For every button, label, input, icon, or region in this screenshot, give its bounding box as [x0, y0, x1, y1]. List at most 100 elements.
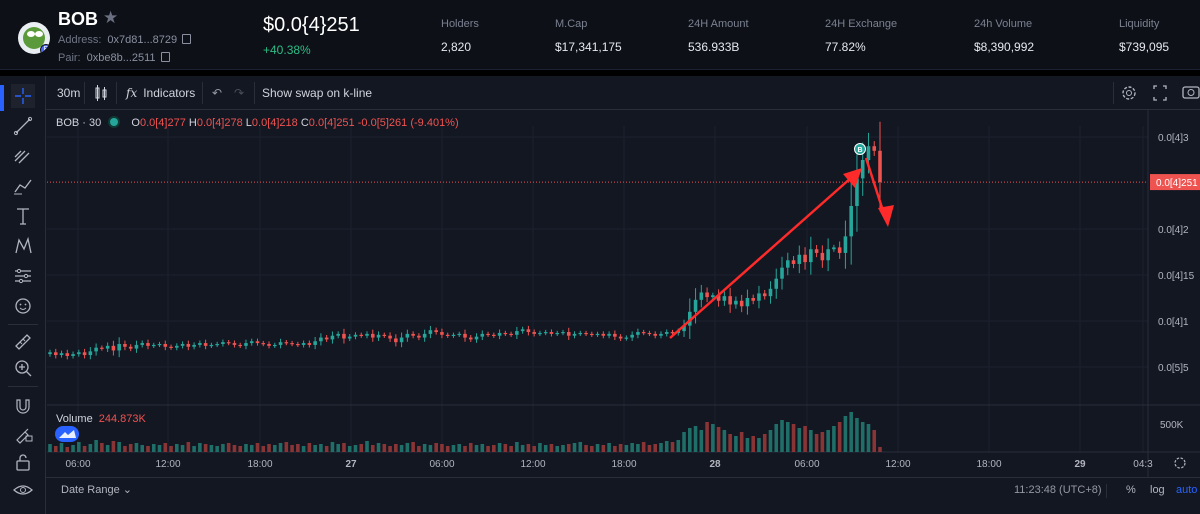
chain-badge: E: [40, 44, 50, 54]
fib-retracement-icon[interactable]: [11, 144, 35, 168]
candle-body: [347, 336, 352, 339]
candle-body: [394, 338, 398, 343]
indicators-button[interactable]: fx Indicators: [126, 86, 196, 100]
undo-icon[interactable]: ↶: [212, 86, 223, 100]
candle-body: [365, 333, 369, 336]
candle-body: [88, 351, 93, 356]
fx-icon: fx: [126, 86, 138, 100]
brush-icon[interactable]: [11, 174, 35, 198]
volume-bar: [457, 444, 462, 452]
candle-body: [463, 333, 467, 338]
address-value: 0x7d81...8729: [107, 34, 178, 46]
chart-area[interactable]: [0, 76, 1200, 514]
legend-symbol: BOB: [56, 117, 80, 129]
copy-address-icon[interactable]: [182, 34, 192, 44]
emoji-icon[interactable]: [11, 294, 35, 318]
candle-body: [486, 333, 490, 336]
x-tick-label: 12:00: [155, 459, 180, 470]
candle-body: [405, 333, 410, 338]
candle-body: [699, 292, 704, 300]
volume-bar: [48, 444, 52, 452]
volume-bar: [607, 443, 611, 452]
candle-body: [399, 337, 404, 343]
candle-body: [566, 332, 571, 336]
candle-body: [203, 343, 208, 346]
candle-body: [578, 332, 583, 335]
redo-icon[interactable]: ↷: [234, 86, 245, 100]
candle-body: [192, 344, 196, 347]
volume-bar: [572, 443, 577, 452]
volume-bar: [319, 444, 323, 452]
candle-body: [440, 332, 444, 335]
volume-bar: [417, 446, 421, 452]
auto-toggle[interactable]: auto: [1176, 484, 1198, 496]
candle-body: [324, 337, 329, 340]
clock-time[interactable]: 11:23:48 (UTC+8): [1014, 484, 1102, 496]
volume-bar: [664, 441, 669, 452]
volume-bar: [699, 430, 704, 452]
tradingview-logo-icon[interactable]: [55, 426, 79, 442]
settings-icon[interactable]: [1121, 76, 1137, 110]
ruler-icon[interactable]: [11, 330, 35, 354]
x-tick-label: 18:00: [611, 459, 636, 470]
volume-bar: [209, 445, 214, 452]
candle-body: [77, 352, 81, 355]
swap-toggle[interactable]: Show swap on k-line: [262, 86, 373, 100]
candle-body: [768, 288, 773, 297]
candle-body: [734, 300, 738, 305]
favorite-star-icon[interactable]: ★: [103, 8, 119, 27]
candle-body: [688, 311, 692, 326]
toolbar-collapse-handle[interactable]: [0, 85, 4, 111]
percent-toggle[interactable]: %: [1126, 484, 1136, 496]
volume-bar: [411, 442, 415, 452]
stat-24h-amount: 24H Amount 536.933B: [688, 18, 749, 54]
trendline-icon[interactable]: [11, 114, 35, 138]
volume-bar: [855, 418, 859, 452]
volume-bar: [636, 444, 640, 452]
volume-value: 244.873K: [98, 413, 146, 425]
copy-pair-icon[interactable]: [160, 52, 170, 62]
lock-drawing-icon[interactable]: [11, 422, 35, 446]
volume-bar: [751, 436, 755, 452]
volume-bar: [774, 424, 779, 452]
candle-body: [739, 300, 744, 307]
date-range-dropdown[interactable]: Date Range ⌄: [61, 484, 132, 496]
fullscreen-icon[interactable]: [1152, 76, 1168, 110]
volume-bar: [307, 443, 312, 452]
candle-body: [273, 344, 277, 347]
volume-bar: [480, 444, 485, 452]
candle-type-icon[interactable]: [94, 76, 108, 110]
volume-bar: [837, 422, 842, 452]
volume-bar: [151, 444, 156, 452]
candle-body: [659, 333, 663, 336]
candle-body: [417, 335, 421, 338]
magnet-icon[interactable]: [11, 394, 35, 418]
stat-liquidity: Liquidity $739,095: [1119, 18, 1170, 54]
candle-body: [866, 146, 871, 160]
volume-bar: [538, 443, 542, 452]
volume-bar: [872, 430, 877, 452]
volume-bar: [624, 445, 629, 452]
lock-icon[interactable]: [11, 450, 35, 474]
candle-body: [814, 249, 819, 253]
log-toggle[interactable]: log: [1150, 484, 1165, 496]
text-icon[interactable]: [11, 204, 35, 228]
volume-bar: [509, 446, 513, 452]
candle-body: [376, 334, 381, 338]
volume-bar: [797, 428, 802, 452]
candle-body: [434, 330, 438, 333]
candle-body: [705, 292, 709, 298]
camera-icon[interactable]: [1182, 76, 1200, 110]
pattern-icon[interactable]: [11, 234, 35, 258]
prediction-icon[interactable]: [11, 264, 35, 288]
crosshair-icon[interactable]: [11, 84, 35, 108]
candle-body: [826, 249, 830, 261]
zoom-in-icon[interactable]: [11, 356, 35, 380]
x-tick-label: 18:00: [976, 459, 1001, 470]
interval-selector[interactable]: 30m: [57, 86, 81, 100]
ohlc-legend: BOB · 30 O0.0[4]277 H0.0[4]278 L0.0[4]21…: [56, 117, 459, 129]
eye-icon[interactable]: [11, 478, 35, 502]
status-dot-icon: [110, 118, 119, 126]
token-name: BOB: [58, 9, 98, 29]
